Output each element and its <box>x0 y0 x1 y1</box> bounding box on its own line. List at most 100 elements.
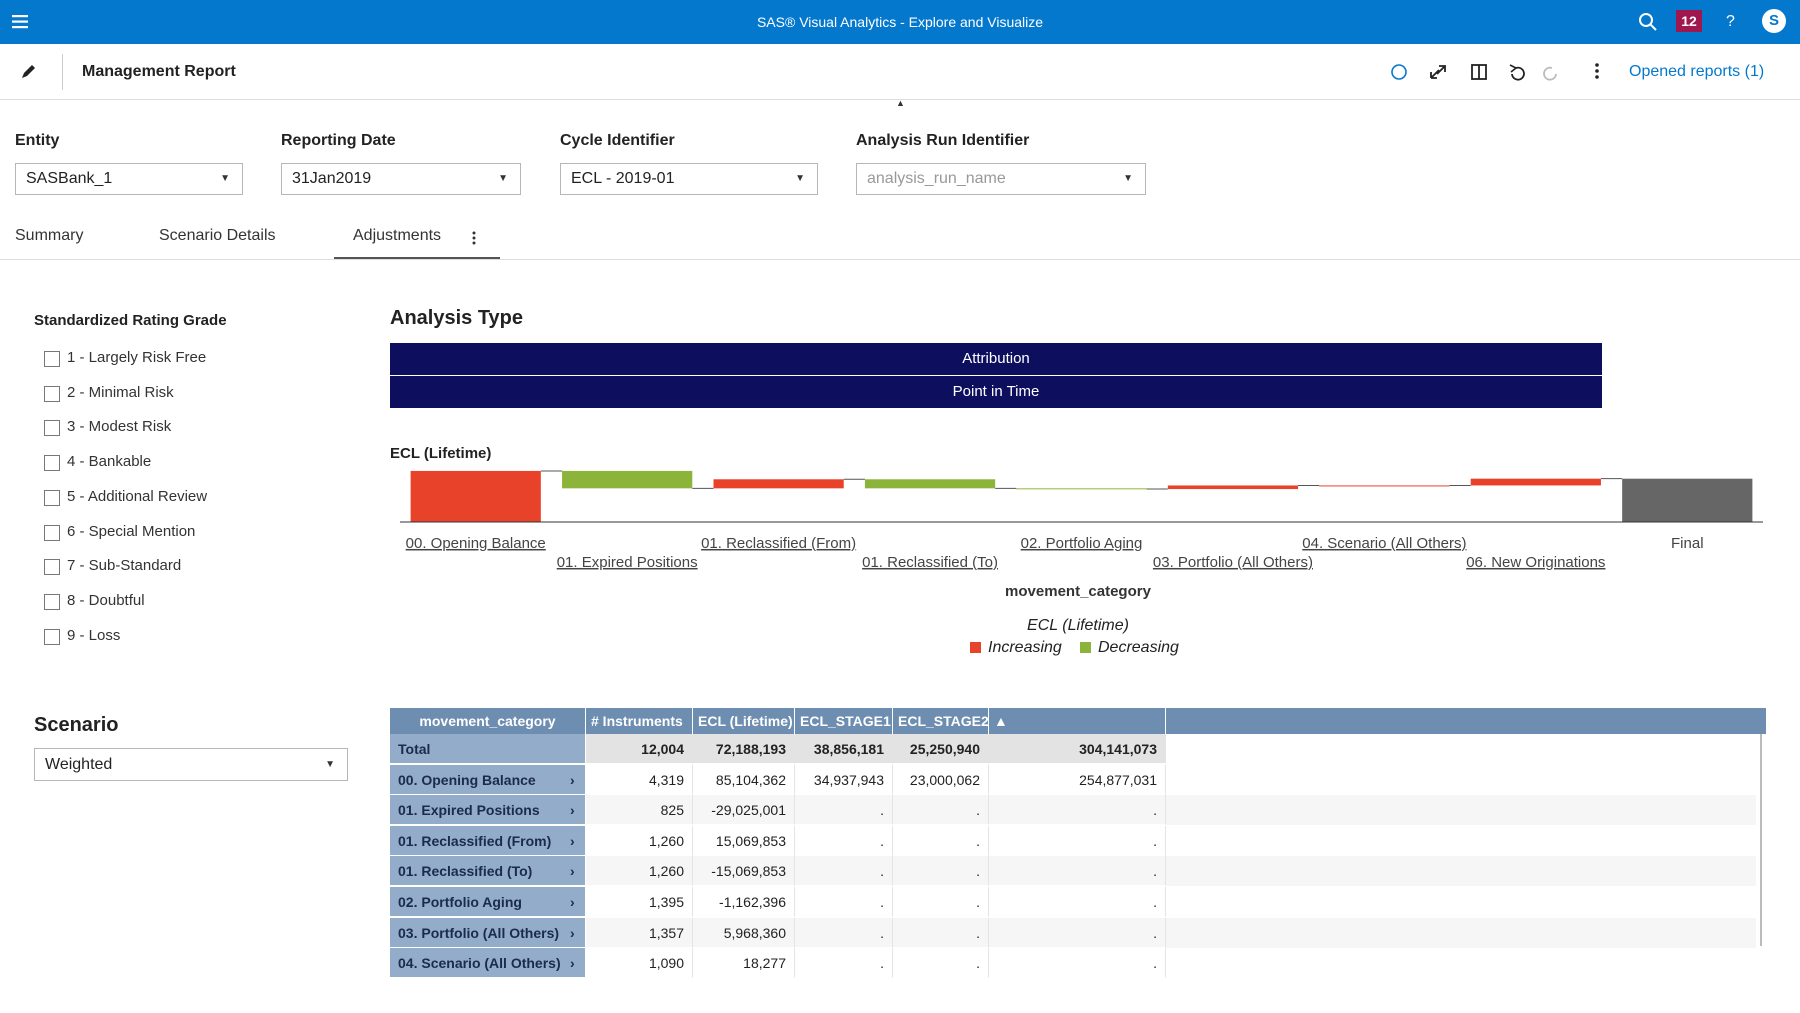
opened-reports-link[interactable]: Opened reports (1) <box>1629 63 1765 80</box>
table-cell: . <box>795 825 893 856</box>
x-tick-label[interactable]: 06. New Originations <box>1466 554 1605 571</box>
filter-label: Analysis Run Identifier <box>856 132 1030 149</box>
legend-label: Decreasing <box>1098 639 1179 656</box>
expand-chevron[interactable]: › <box>570 832 575 849</box>
table-cell: -1,162,396 <box>693 887 795 917</box>
expand-chevron[interactable]: › <box>570 771 575 788</box>
active-tab-indicator <box>334 257 500 259</box>
filter-label: Reporting Date <box>281 132 396 149</box>
dropdown[interactable]: Weighted <box>34 748 348 781</box>
row-header[interactable]: 01. Expired Positions <box>390 795 586 826</box>
table-row <box>390 948 1756 979</box>
row-header[interactable]: 01. Reclassified (From) <box>390 825 586 856</box>
x-tick-label[interactable]: 01. Reclassified (From) <box>701 535 856 552</box>
menu-icon[interactable] <box>12 13 30 31</box>
table-cell: 254,877,031 <box>989 764 1166 795</box>
table-cell: . <box>893 948 989 979</box>
row-header[interactable]: 04. Scenario (All Others) <box>390 948 586 979</box>
x-tick-label[interactable]: 00. Opening Balance <box>406 535 546 552</box>
expand-chevron[interactable]: › <box>570 924 575 941</box>
checkbox[interactable] <box>44 489 60 506</box>
expand-chevron[interactable]: › <box>570 863 575 880</box>
dropdown[interactable]: analysis_run_name <box>856 163 1146 195</box>
expand-chevron[interactable]: › <box>570 802 575 819</box>
filter-title: Standardized Rating Grade <box>34 312 227 329</box>
help-icon[interactable]: ? <box>1726 13 1735 30</box>
expand-chevron[interactable]: › <box>570 955 575 972</box>
more-icon[interactable] <box>1595 63 1599 67</box>
row-header[interactable]: 03. Portfolio (All Others) <box>390 917 586 948</box>
table-cell: . <box>795 917 893 948</box>
checkbox[interactable] <box>44 351 60 367</box>
checkbox[interactable] <box>44 385 60 402</box>
collapse-caret[interactable]: ▲ <box>896 98 905 108</box>
undo-icon[interactable] <box>1511 66 1525 81</box>
row-header[interactable]: Total <box>390 734 586 764</box>
checkbox-label: 6 - Special Mention <box>67 522 196 540</box>
waterfall-bar <box>713 479 844 489</box>
expand-chevron[interactable]: › <box>570 894 575 910</box>
table-cell: 304,141,073 <box>989 734 1166 764</box>
column-header[interactable]: ECL_STAGE2 <box>893 708 989 734</box>
table-cell: -15,069,853 <box>693 856 795 887</box>
chart: ECL (Lifetime) 00. Opening Balance 01. Exp… <box>390 445 1763 656</box>
tab[interactable]: Scenario Details <box>159 227 276 244</box>
tab[interactable]: Adjustments <box>353 227 442 244</box>
table-cell: 72,188,193 <box>693 734 795 764</box>
row-header[interactable]: 02. Portfolio Aging <box>390 887 586 917</box>
table-cell: 1,090 <box>586 948 693 979</box>
tab[interactable]: Summary <box>15 227 84 244</box>
option-button[interactable]: Attribution <box>390 343 1602 375</box>
dropdown[interactable]: SASBank_1 <box>15 163 243 195</box>
expand-icon[interactable] <box>1430 65 1446 79</box>
y-axis-label: ECL (Lifetime) <box>390 445 491 462</box>
waterfall-bar <box>864 479 996 489</box>
report-title: Management Report <box>82 63 236 80</box>
x-tick-label[interactable]: 01. Reclassified (To) <box>862 554 998 571</box>
info-icon[interactable] <box>1391 64 1407 80</box>
user-avatar[interactable]: S <box>1762 9 1786 33</box>
waterfall-bar <box>1016 488 1147 490</box>
row-header[interactable]: 01. Reclassified (To) <box>390 856 586 887</box>
checkbox[interactable] <box>44 420 60 437</box>
table-row <box>390 795 1756 826</box>
table-cell: . <box>893 825 989 856</box>
checkbox-label: 3 - Modest Risk <box>67 418 172 436</box>
search-icon[interactable] <box>1638 12 1658 32</box>
dropdown[interactable]: 31Jan2019 <box>281 163 521 195</box>
checkbox[interactable] <box>44 628 60 645</box>
table-cell: 5,968,360 <box>693 917 795 948</box>
x-tick-label[interactable]: 01. Expired Positions <box>557 554 698 571</box>
checkbox[interactable] <box>44 593 60 610</box>
x-tick-label[interactable]: 02. Portfolio Aging <box>1021 535 1143 552</box>
column-header[interactable]: ECL_STAGE1 <box>795 708 893 734</box>
x-tick-label[interactable]: 04. Scenario (All Others) <box>1302 535 1466 552</box>
column-header[interactable]: movement_category <box>390 708 586 734</box>
option-button[interactable]: Point in Time <box>390 376 1602 408</box>
redo-icon[interactable] <box>1543 66 1557 81</box>
checkbox[interactable] <box>44 455 60 472</box>
table-cell: . <box>989 856 1166 887</box>
edit-icon[interactable] <box>20 62 38 80</box>
table-cell: -29,025,001 <box>693 795 795 826</box>
legend-swatch <box>1080 642 1091 653</box>
table-header <box>390 708 1766 734</box>
dropdown[interactable]: ECL - 2019-01 <box>560 163 818 195</box>
column-header[interactable]: ECL (Lifetime) <box>693 708 795 734</box>
checkbox[interactable] <box>44 559 60 576</box>
notification-badge[interactable]: 12 <box>1676 10 1702 32</box>
table-cell: . <box>893 887 989 917</box>
app-bar: SAS® Visual Analytics - Explore and Visu… <box>0 0 1800 44</box>
table-cell: 85,104,362 <box>693 764 795 795</box>
column-header[interactable]: # Instruments <box>586 708 693 734</box>
column-header[interactable]: ▲ <box>989 708 1166 734</box>
x-tick-label[interactable]: 03. Portfolio (All Others) <box>1153 554 1313 571</box>
table-row <box>390 856 1756 887</box>
table-cell: . <box>893 917 989 948</box>
checkbox[interactable] <box>44 524 60 541</box>
tab-menu-icon[interactable] <box>470 228 478 248</box>
table-cell: . <box>893 795 989 826</box>
table-cell: 1,357 <box>586 917 693 948</box>
table-cell: . <box>795 795 893 826</box>
row-header[interactable]: 00. Opening Balance <box>390 764 586 795</box>
